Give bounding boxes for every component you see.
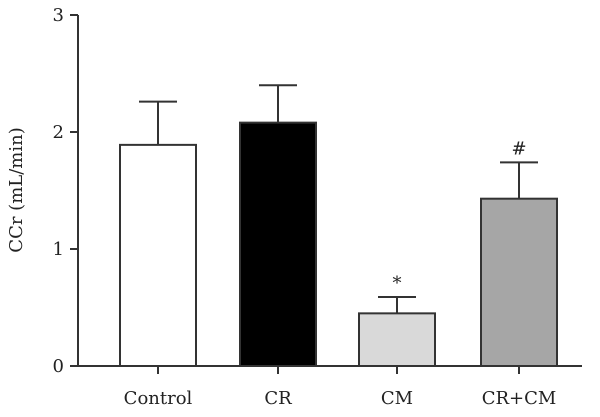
x-tick-label: CR+CM — [482, 388, 557, 409]
significance-mark: # — [511, 138, 526, 159]
y-tick-label: 3 — [53, 5, 64, 26]
x-tick-label: CR — [264, 388, 292, 409]
x-tick-label: Control — [124, 388, 193, 409]
bar-cr — [239, 121, 317, 367]
x-tick-label: CM — [381, 388, 413, 409]
significance-mark: * — [393, 273, 402, 294]
y-axis: 0 1 2 3 — [53, 5, 79, 377]
x-axis: Control CR CM CR+CM — [78, 365, 582, 409]
bar-control — [119, 143, 197, 367]
y-tick-label: 2 — [53, 122, 64, 143]
y-tick-label: 1 — [53, 239, 64, 260]
y-tick-label: 0 — [53, 356, 64, 377]
y-axis-label: CCr (mL/min) — [6, 127, 27, 252]
bar-cr-cm — [480, 197, 558, 367]
plot-area: *# — [119, 84, 558, 368]
bar-cm — [358, 312, 436, 368]
